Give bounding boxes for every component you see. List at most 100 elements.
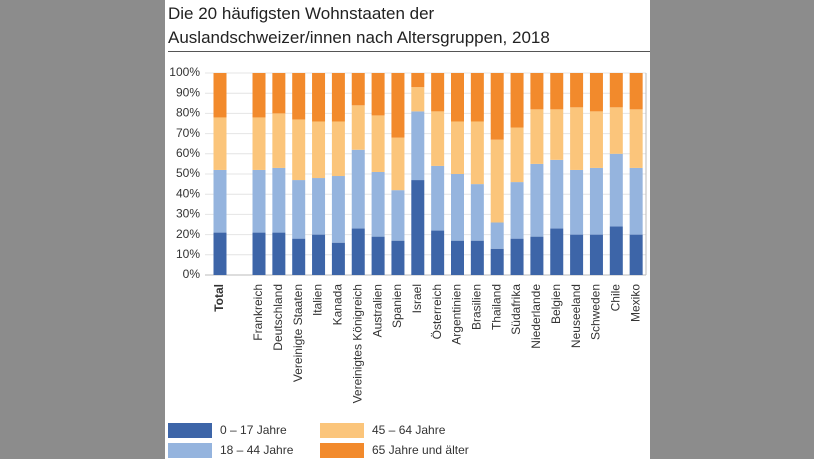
bar-segment	[470, 73, 484, 122]
bar-segment	[252, 169, 266, 233]
bar-segment	[411, 73, 425, 88]
bar-segment	[470, 121, 484, 185]
x-tick-label: Vereinigte Staaten	[291, 284, 305, 382]
bar-segment	[272, 232, 286, 275]
x-tick-label: Frankreich	[251, 284, 265, 341]
legend-label: 0 – 17 Jahre	[220, 423, 287, 437]
bar-segment	[331, 176, 345, 243]
y-tick-label: 70%	[176, 126, 200, 140]
bar-segment	[391, 240, 405, 275]
y-tick-label: 60%	[176, 146, 200, 160]
bar-segment	[213, 117, 227, 170]
bar-segment	[530, 73, 544, 110]
bar-segment	[570, 73, 584, 108]
x-tick-label: Kanada	[331, 284, 345, 326]
bar-segment	[589, 167, 603, 235]
bar-segment	[629, 167, 643, 235]
y-tick-label: 10%	[176, 247, 200, 261]
bar-segment	[570, 107, 584, 170]
bar-segment	[550, 228, 564, 275]
y-tick-label: 40%	[176, 186, 200, 200]
y-tick-label: 80%	[176, 106, 200, 120]
bar-segment	[510, 238, 524, 275]
bar-segment	[431, 111, 445, 166]
x-tick-label: Italien	[311, 284, 325, 316]
bar-segment	[490, 222, 504, 249]
bar-segment	[213, 169, 227, 233]
x-tick-label: Deutschland	[271, 284, 285, 351]
bar-segment	[589, 73, 603, 112]
x-tick-label: Australien	[370, 284, 384, 337]
bar-segment	[609, 226, 623, 275]
bar-segment	[431, 230, 445, 275]
bar-segment	[312, 121, 326, 179]
bar-segment	[331, 242, 345, 275]
bar-segment	[213, 73, 227, 118]
bar-segment	[570, 169, 584, 235]
bar-segment	[272, 167, 286, 233]
x-tick-label: Niederlande	[529, 284, 543, 349]
bar-segment	[629, 109, 643, 168]
legend-label: 45 – 64 Jahre	[372, 423, 446, 437]
y-tick-label: 90%	[176, 85, 200, 99]
x-tick-label: Total	[212, 284, 226, 312]
bar-segment	[451, 73, 464, 122]
bar-segment	[252, 73, 266, 118]
legend-swatch	[168, 443, 212, 458]
bar-segment	[431, 165, 445, 231]
panel	[165, 0, 650, 459]
x-tick-label: Thailand	[489, 284, 503, 330]
bar-segment	[451, 174, 464, 241]
bar-segment	[629, 73, 643, 110]
bar-segment	[431, 73, 445, 112]
bar-segment	[609, 107, 623, 154]
bar-segment	[391, 190, 405, 241]
bar-segment	[451, 121, 464, 174]
bar-segment	[292, 119, 306, 181]
bar-segment	[510, 127, 524, 183]
x-tick-label: Belgien	[549, 284, 563, 324]
bar-segment	[391, 137, 405, 191]
bar-segment	[550, 159, 564, 229]
bar-segment	[470, 240, 484, 275]
x-tick-label: Mexiko	[628, 284, 642, 322]
x-tick-label: Südafrika	[509, 284, 523, 335]
bar-segment	[550, 73, 564, 110]
bar-segment	[351, 228, 365, 275]
bar-segment	[570, 234, 584, 275]
bar-segment	[609, 73, 623, 108]
legend-swatch	[168, 423, 212, 438]
x-tick-label: Brasilien	[470, 284, 484, 330]
chart-title: Die 20 häufigsten Wohnstaaten der Auslan…	[168, 4, 550, 47]
bar-segment	[510, 73, 524, 128]
bar-segment	[490, 248, 504, 275]
bar-segment	[411, 111, 425, 181]
bar-segment	[470, 184, 484, 241]
bar-segment	[331, 121, 345, 177]
x-tick-label: Schweden	[589, 284, 603, 340]
bar-segment	[371, 236, 385, 275]
bar-segment	[351, 149, 365, 229]
bar-segment	[629, 234, 643, 275]
bar-segment	[589, 234, 603, 275]
y-tick-label: 100%	[169, 65, 200, 79]
x-tick-label: Neuseeland	[569, 284, 583, 348]
bar-segment	[272, 73, 286, 114]
bar-segment	[510, 182, 524, 239]
bar-segment	[312, 73, 326, 122]
x-tick-label: Österreich	[430, 284, 444, 339]
x-tick-label: Spanien	[390, 284, 404, 328]
legend-label: 18 – 44 Jahre	[220, 443, 294, 457]
bar-segment	[292, 180, 306, 239]
bar-segment	[371, 73, 385, 116]
bar-segment	[411, 87, 425, 112]
bar-segment	[411, 180, 425, 275]
bar-segment	[272, 113, 286, 168]
bar-segment	[609, 153, 623, 227]
legend-label: 65 Jahre und älter	[372, 443, 469, 457]
bar-segment	[331, 73, 345, 122]
bar-segment	[391, 73, 405, 138]
bar-segment	[550, 109, 564, 160]
